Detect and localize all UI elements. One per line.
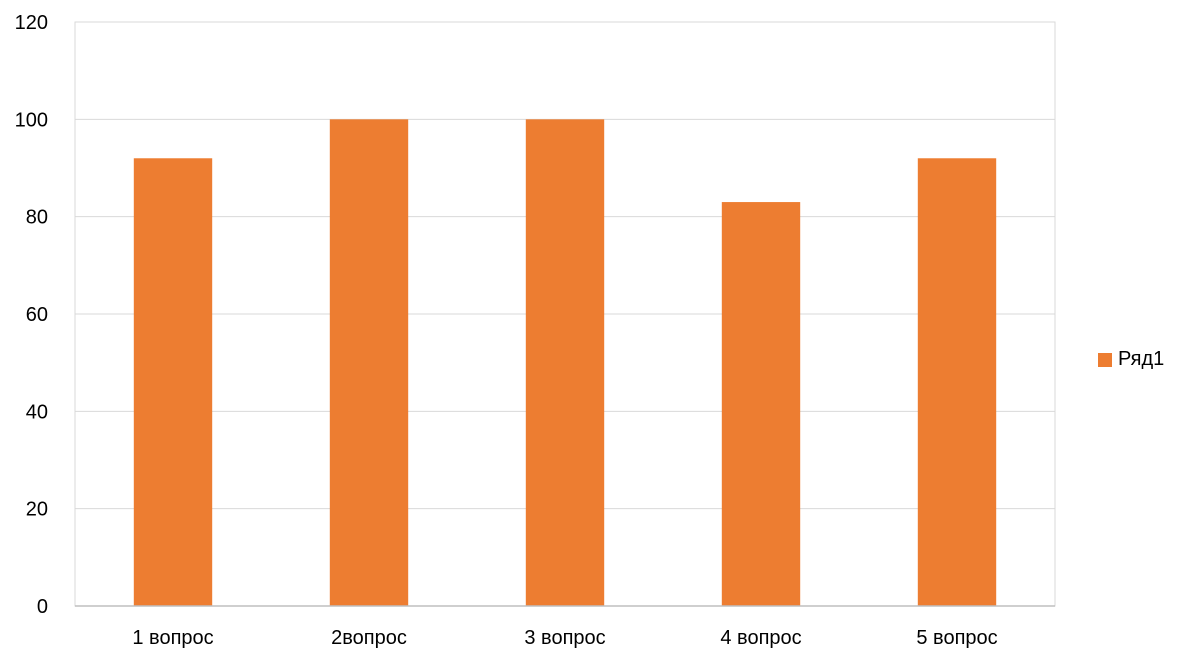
y-tick-label: 120 bbox=[15, 12, 48, 34]
x-tick-label: 4 вопрос bbox=[720, 627, 801, 649]
y-tick-label: 80 bbox=[26, 207, 48, 229]
x-tick-label: 1 вопрос bbox=[132, 627, 213, 649]
legend: Ряд1 bbox=[1098, 348, 1164, 371]
x-tick-label: 5 вопрос bbox=[916, 627, 997, 649]
bar bbox=[525, 119, 605, 606]
bar bbox=[917, 158, 997, 606]
x-tick-labels: 1 вопрос 2вопрос 3 вопрос 4 вопрос 5 вопрос bbox=[132, 627, 997, 649]
y-tick-label: 100 bbox=[15, 109, 48, 131]
y-tick-label: 40 bbox=[26, 401, 48, 423]
y-tick-label: 20 bbox=[26, 499, 48, 521]
y-tick-labels: 0 20 40 60 80 100 120 bbox=[15, 12, 48, 618]
y-tick-label: 60 bbox=[26, 304, 48, 326]
bar bbox=[721, 202, 801, 607]
x-tick-label: 3 вопрос bbox=[524, 627, 605, 649]
bar bbox=[133, 158, 213, 606]
bar bbox=[329, 119, 409, 606]
y-tick-label: 0 bbox=[37, 596, 48, 618]
x-tick-label: 2вопрос bbox=[331, 627, 407, 649]
legend-swatch bbox=[1098, 352, 1112, 367]
axes bbox=[74, 21, 1056, 607]
bars bbox=[133, 119, 997, 607]
legend-label: Ряд1 bbox=[1118, 348, 1165, 370]
